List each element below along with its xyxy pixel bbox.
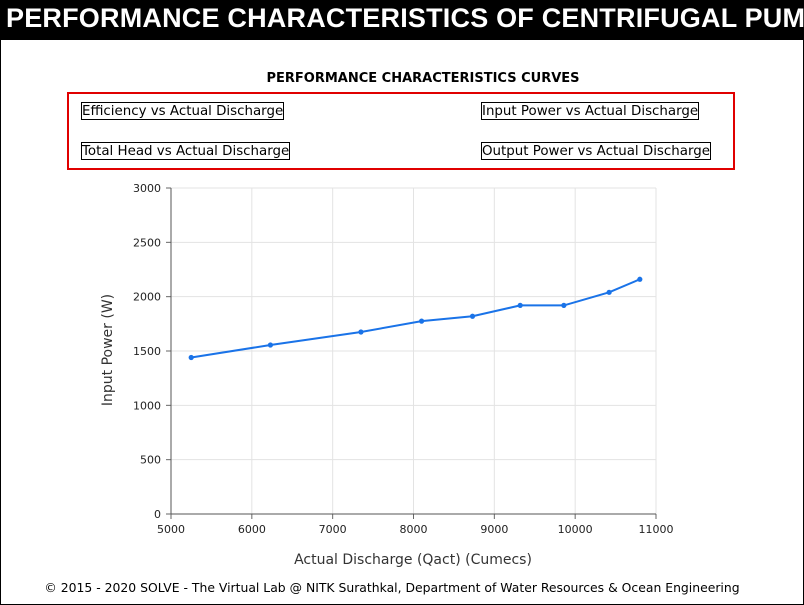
footer-copyright: © 2015 - 2020 SOLVE - The Virtual Lab @ … <box>44 580 740 595</box>
data-point <box>418 318 425 324</box>
page-title: PERFORMANCE CHARACTERISTICS OF CENTRIFUG… <box>6 3 804 33</box>
data-point <box>637 276 643 282</box>
title-bar: PERFORMANCE CHARACTERISTICS OF CENTRIFUG… <box>0 0 804 40</box>
efficiency-vs-discharge-button[interactable]: Efficiency vs Actual Discharge <box>81 102 285 120</box>
total-head-vs-discharge-button[interactable]: Total Head vs Actual Discharge <box>81 142 291 160</box>
input-power-vs-discharge-button[interactable]: Input Power vs Actual Discharge <box>481 102 700 120</box>
x-tick-label: 9000 <box>480 523 508 536</box>
x-tick-label: 11000 <box>639 523 674 536</box>
x-tick-label: 6000 <box>238 523 266 536</box>
y-tick-label: 3000 <box>133 182 161 195</box>
y-axis-label: Input Power (W) <box>100 294 116 406</box>
chart-grid <box>170 187 657 515</box>
x-axis-label: Actual Discharge (Qact) (Cumecs) <box>294 552 532 568</box>
output-power-vs-discharge-button[interactable]: Output Power vs Actual Discharge <box>481 142 711 160</box>
data-point <box>358 329 364 335</box>
data-point <box>561 302 567 308</box>
section-title: PERFORMANCE CHARACTERISTICS CURVES <box>266 71 580 86</box>
data-point <box>606 289 612 295</box>
y-tick-label: 2500 <box>133 236 161 249</box>
series-line <box>191 278 641 359</box>
y-tick-label: 1500 <box>133 345 161 358</box>
x-tick-label: 10000 <box>558 523 593 536</box>
data-point <box>517 302 523 308</box>
chart-series <box>188 276 643 361</box>
data-point <box>188 354 194 361</box>
y-tick-label: 0 <box>154 508 161 521</box>
x-tick-label: 7000 <box>319 523 347 536</box>
x-tick-label: 5000 <box>157 523 185 536</box>
chart-selector-panel <box>67 92 735 170</box>
x-tick-label: 8000 <box>400 523 428 536</box>
data-point <box>469 313 476 319</box>
y-tick-label: 500 <box>140 454 161 467</box>
y-tick-label: 1000 <box>133 399 161 412</box>
chart-ticks: 5000 6000 7000 8000 9000 10000 11000 0 500 1000 15… <box>133 182 674 536</box>
data-point <box>267 342 274 348</box>
y-tick-label: 2000 <box>133 291 161 304</box>
